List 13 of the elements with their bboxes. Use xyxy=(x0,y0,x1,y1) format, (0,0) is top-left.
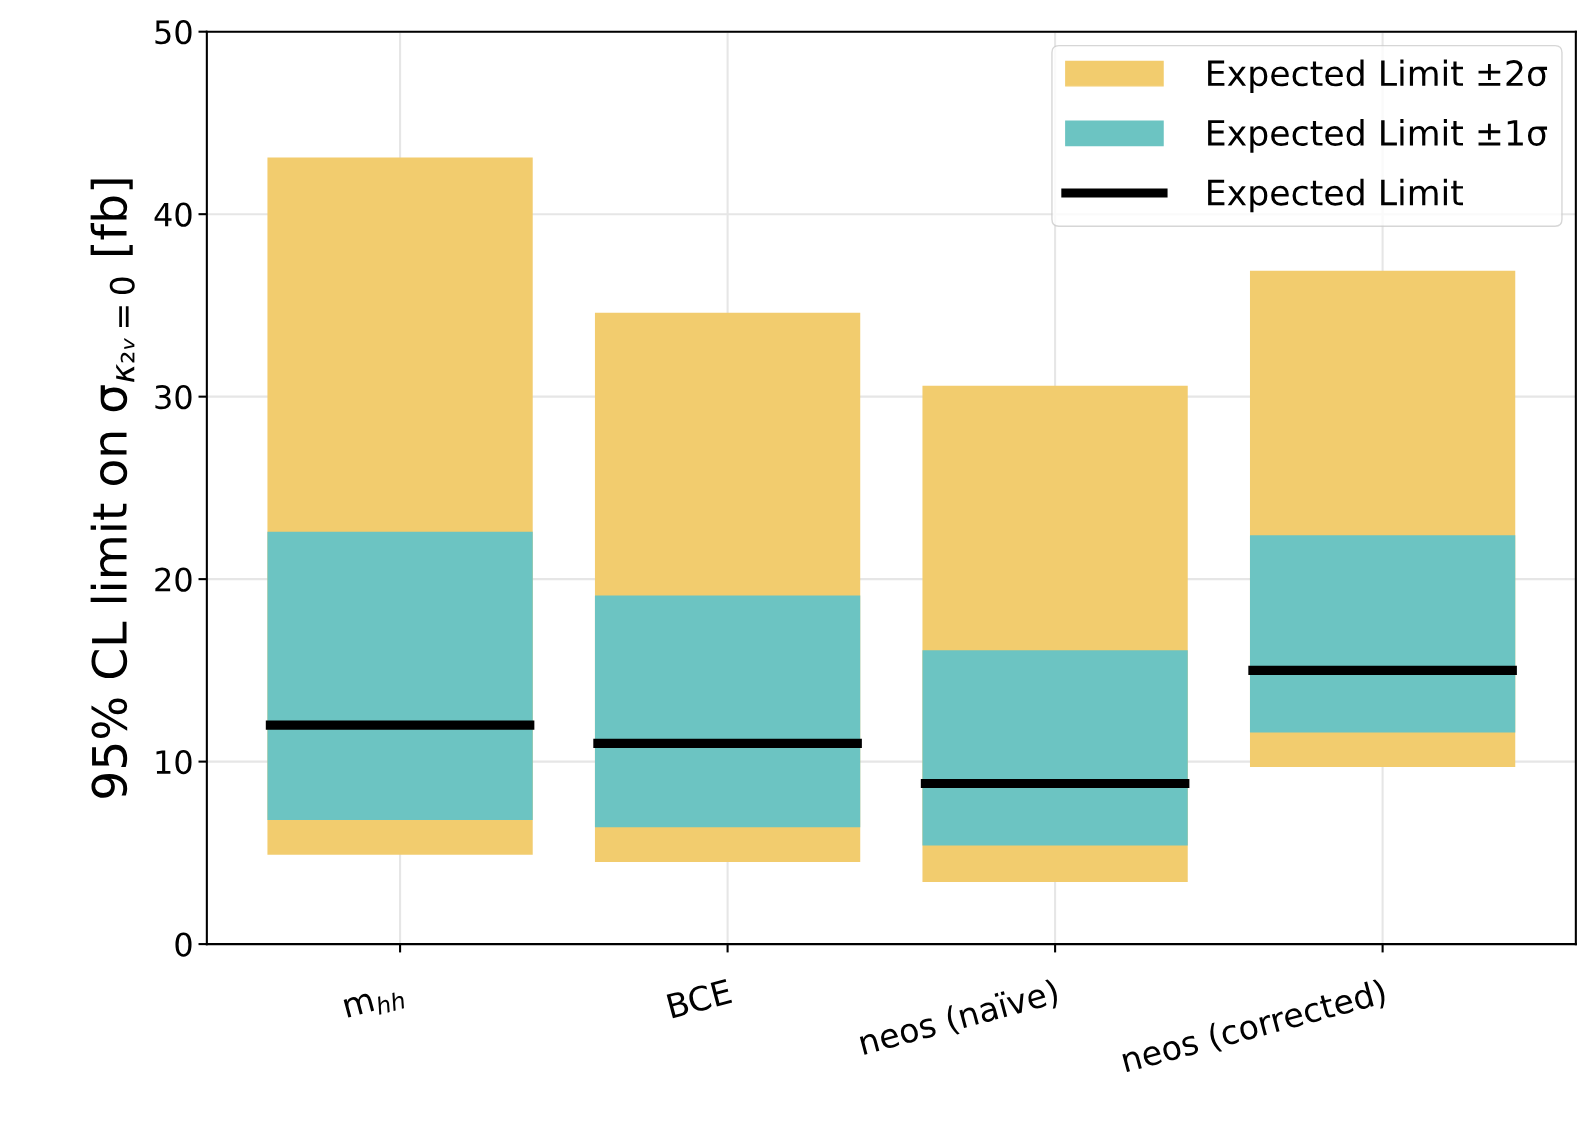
x-tick-label: m$_{hh}$ xyxy=(343,984,406,1023)
y-tick-label: 20 xyxy=(155,567,192,592)
y-tick-label: 40 xyxy=(154,202,192,227)
legend-label: Expected Limit xyxy=(1208,178,1463,213)
legend-label: Expected Limit ±2σ xyxy=(1208,59,1548,94)
y-axis-title: 95% CL limit on σ$_{κ₂ᵥ=0}$ [fb] xyxy=(90,179,135,798)
y-tick-label: 50 xyxy=(155,20,192,45)
x-tick-label: neos (naïve) xyxy=(858,978,1061,1059)
x-tick-label: BCE xyxy=(666,978,733,1019)
y-tick-label: 0 xyxy=(175,932,192,957)
legend-label: Expected Limit ±1σ xyxy=(1208,119,1548,153)
y-tick-label: 10 xyxy=(156,750,192,775)
y-tick-label: 30 xyxy=(155,385,192,410)
